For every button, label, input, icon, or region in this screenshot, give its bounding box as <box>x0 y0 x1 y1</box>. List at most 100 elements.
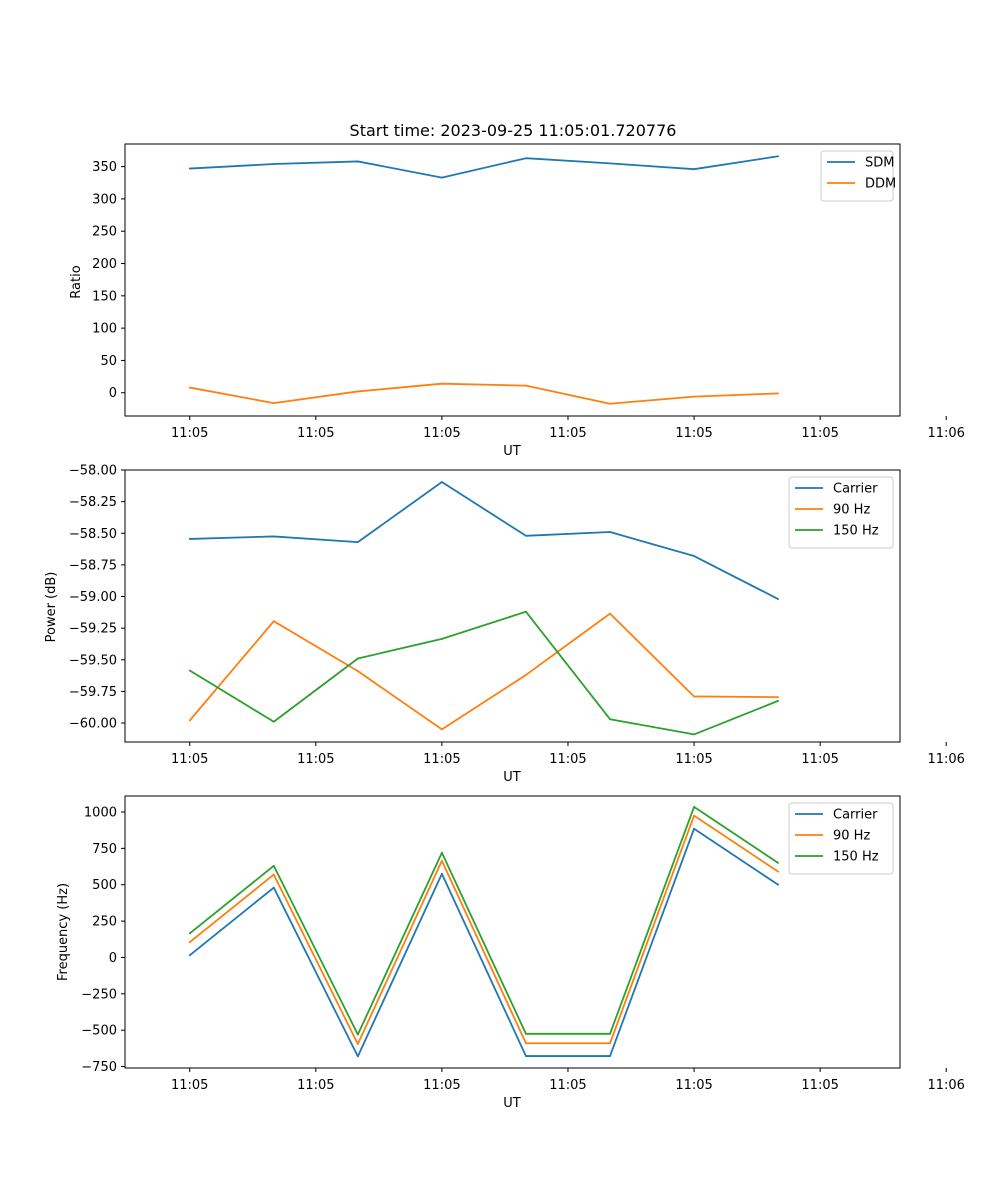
x-axis-label: UT <box>503 444 521 459</box>
data-point <box>272 864 275 867</box>
data-point <box>440 851 443 854</box>
y-axis-label: Power (dB) <box>44 572 59 643</box>
legend-label: DDM <box>865 177 896 192</box>
data-point <box>777 862 780 864</box>
y-tick-label: −59.00 <box>69 590 117 605</box>
data-point <box>440 859 443 862</box>
data-point <box>188 386 191 389</box>
data-point <box>188 167 191 170</box>
x-tick-label: 11:05 <box>171 1078 208 1093</box>
data-point <box>693 806 695 808</box>
data-point <box>693 827 695 830</box>
x-tick-label: 11:05 <box>423 1078 460 1093</box>
data-point <box>272 873 275 876</box>
data-point <box>525 674 527 676</box>
frequency-panel: 11:05 11:05 11:05 11:05 11:05 11:05 11:06 −750… <box>56 795 965 1111</box>
legend-label: SDM <box>865 156 894 171</box>
data-point <box>777 870 780 873</box>
ratio-panel: 11:05 11:05 11:05 11:05 11:05 11:05 11:06 0 50 1… <box>69 143 965 459</box>
y-tick-label: 750 <box>92 842 117 857</box>
data-point <box>777 883 780 886</box>
y-tick-label: −59.50 <box>69 653 117 668</box>
x-tick-label: 11:05 <box>171 752 208 767</box>
data-point <box>693 695 695 698</box>
data-point <box>356 1033 359 1036</box>
data-point <box>525 384 527 387</box>
data-point <box>693 555 695 557</box>
power-panel: 11:05 11:05 11:05 11:05 11:05 11:05 11:06 −60.… <box>44 464 965 786</box>
data-point <box>693 168 695 171</box>
x-axis-label: UT <box>503 1096 521 1111</box>
data-point <box>609 531 611 533</box>
x-tick-label: 11:05 <box>549 752 586 767</box>
data-point <box>609 1042 611 1045</box>
data-point <box>188 954 191 957</box>
series-line-150-hz <box>189 806 779 1036</box>
y-tick-label: −58.00 <box>69 464 117 479</box>
y-tick-label: −500 <box>81 1024 117 1039</box>
y-tick-label: 500 <box>92 878 117 893</box>
data-point <box>188 941 191 944</box>
x-tick-label: 11:05 <box>423 752 460 767</box>
data-point <box>609 1032 611 1035</box>
x-tick-label: 11:05 <box>675 426 712 441</box>
data-point <box>693 814 695 817</box>
data-point <box>188 538 191 540</box>
data-point <box>525 534 527 537</box>
data-point <box>440 176 443 179</box>
data-point <box>609 1055 611 1057</box>
x-tick-label: 11:06 <box>927 752 964 767</box>
y-tick-label: 250 <box>92 915 117 930</box>
data-point <box>440 872 443 875</box>
y-tick-label: 150 <box>92 289 117 304</box>
y-tick-label: −58.25 <box>69 495 117 510</box>
y-tick-label: −58.50 <box>69 527 117 542</box>
x-tick-label: 11:05 <box>549 1078 586 1093</box>
data-point <box>777 155 780 158</box>
y-tick-label: 0 <box>109 951 117 966</box>
x-tick-label: 11:05 <box>549 426 586 441</box>
data-point <box>609 402 611 405</box>
series-line-sdm <box>189 155 779 179</box>
x-tick-label: 11:06 <box>927 426 964 441</box>
y-tick-label: 50 <box>100 354 117 369</box>
y-tick-label: 200 <box>92 257 117 272</box>
x-tick-label: 11:05 <box>801 426 838 441</box>
data-point <box>525 610 527 613</box>
legend-label: Carrier <box>833 482 878 497</box>
series-line-150-hz <box>189 610 779 736</box>
data-point <box>609 718 611 721</box>
data-point <box>272 886 275 889</box>
y-tick-label: −750 <box>81 1060 117 1075</box>
legend-label: 90 Hz <box>833 829 870 844</box>
series-line-carrier <box>189 827 779 1058</box>
plot-frame <box>124 469 901 743</box>
data-point <box>693 395 695 398</box>
data-point <box>440 637 443 640</box>
data-point <box>356 160 359 163</box>
x-tick-label: 11:05 <box>171 426 208 441</box>
x-tick-label: 11:05 <box>675 1078 712 1093</box>
x-tick-label: 11:05 <box>297 752 334 767</box>
x-tick-label: 11:05 <box>801 752 838 767</box>
y-tick-label: −59.25 <box>69 622 117 637</box>
data-point <box>272 620 275 623</box>
data-point <box>525 1042 527 1045</box>
data-point <box>609 612 611 615</box>
data-point <box>525 1032 527 1035</box>
data-point <box>525 1055 527 1057</box>
data-point <box>272 535 275 538</box>
y-axis-label: Frequency (Hz) <box>56 883 71 981</box>
x-tick-label: 11:05 <box>297 426 334 441</box>
y-axis-label: Ratio <box>69 265 84 298</box>
data-point <box>440 481 443 483</box>
plot-frame <box>124 795 901 1069</box>
x-axis-label: UT <box>503 770 521 785</box>
y-tick-label: 350 <box>92 160 117 175</box>
data-point <box>777 696 780 698</box>
y-tick-label: 1000 <box>84 806 117 821</box>
data-point <box>356 1055 359 1058</box>
plot-frame <box>124 143 901 417</box>
y-tick-label: 300 <box>92 192 117 207</box>
